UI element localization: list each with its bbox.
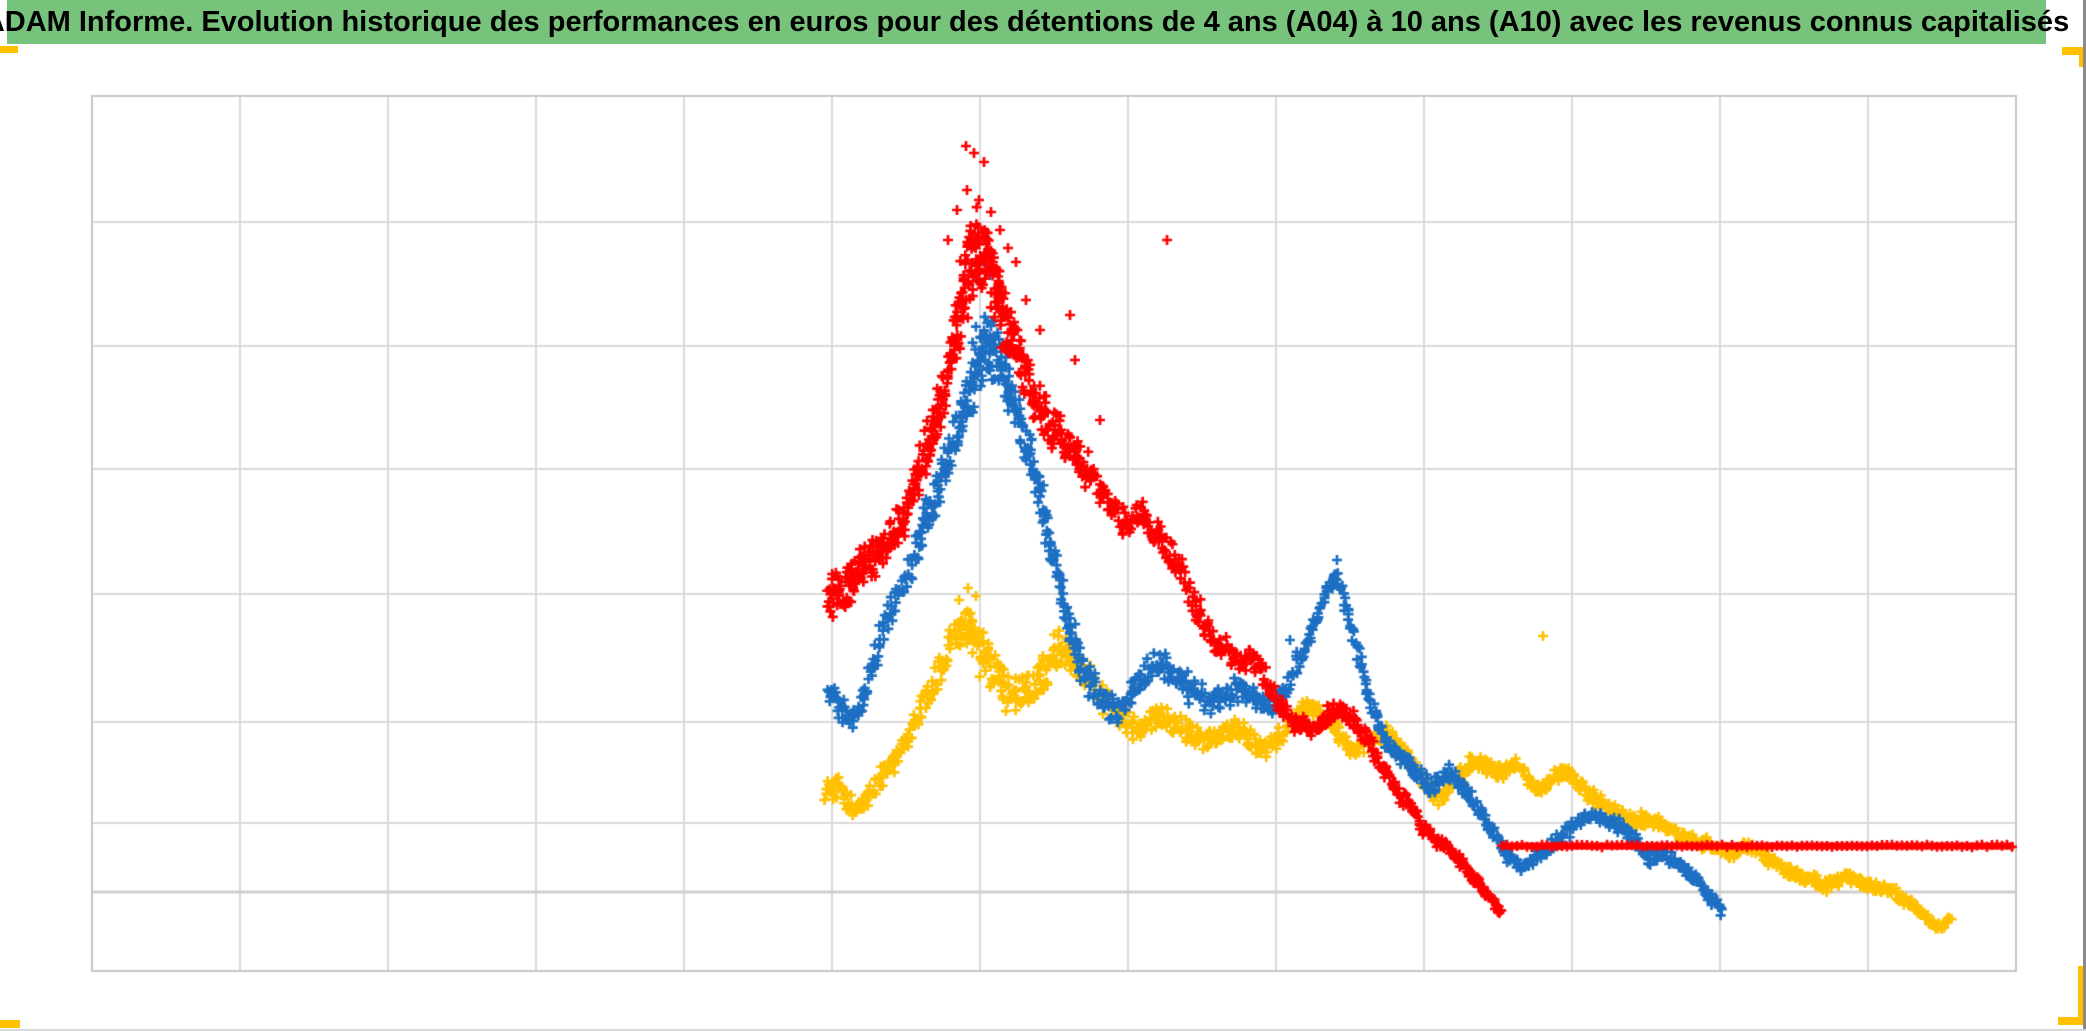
corner-mark-top-right-h	[2062, 47, 2086, 55]
chart-object[interactable]	[0, 44, 2086, 1031]
scatter-chart-canvas[interactable]	[0, 44, 2086, 1031]
window-right-edge	[2083, 0, 2086, 1031]
chart-title-bar: ADAM Informe. Evolution historique des p…	[0, 0, 2069, 44]
corner-mark-top-left	[0, 46, 18, 53]
corner-mark-top-right-v	[2079, 47, 2086, 67]
corner-mark-bottom-right-v	[2078, 966, 2086, 1024]
corner-mark-bottom-left	[0, 1020, 20, 1028]
window-bottom-edge	[0, 1029, 2086, 1031]
chart-title-text: ADAM Informe. Evolution historique des p…	[0, 5, 2070, 38]
corner-mark-bottom-right-h	[2058, 1017, 2086, 1025]
